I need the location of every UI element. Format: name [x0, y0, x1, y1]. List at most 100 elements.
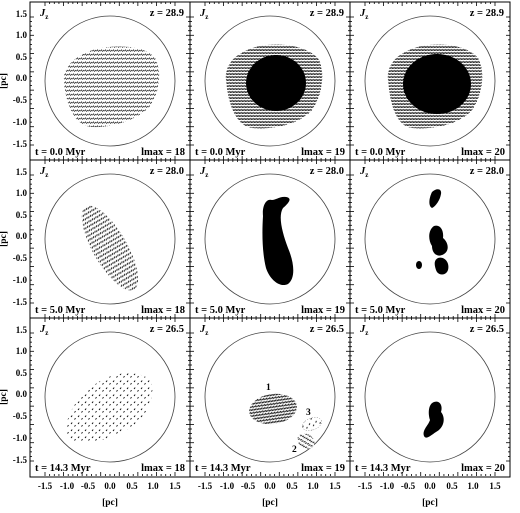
fragment-bottom — [434, 257, 449, 275]
time-label: t = 14.3 Myr — [195, 463, 251, 474]
x-axis-col2: -1.5 -1.0 -0.5 0.0 0.5 1.0 1.5 [pc] — [358, 481, 501, 508]
y-tick-label: -1.0 — [13, 433, 28, 443]
x-tick-label: -1.5 — [198, 481, 213, 491]
y-tick-label: -0.5 — [13, 95, 28, 105]
clump-label-1: 1 — [266, 383, 271, 393]
clump-3 — [302, 417, 322, 431]
x-tick-label: -1.0 — [220, 481, 235, 491]
gas-region — [63, 46, 160, 128]
panel-r1-c2: Jz z = 28.0 t = 5.0 Myr lmax = 20 — [349, 159, 511, 319]
y-tick-label: 1.0 — [16, 30, 28, 40]
panel-r2-c0: Jz z = 26.5 t = 14.3 Myr lmax = 18 — [29, 317, 191, 478]
y-tick-label: 1.0 — [16, 346, 28, 356]
panel-r0-c1: Jz z = 28.9 t = 0.0 Myr lmax = 19 — [189, 1, 351, 161]
fragment-small — [416, 261, 422, 269]
panel-r2-c2: Jz z = 26.5 t = 14.3 Myr lmax = 20 — [349, 317, 511, 478]
redshift-label: z = 28.9 — [310, 8, 344, 19]
component-label: Jz — [199, 166, 208, 179]
lmax-label: lmax = 18 — [141, 463, 185, 474]
boundary-circle — [364, 331, 496, 463]
component-label: Jz — [359, 324, 368, 337]
x-tick-label: -1.0 — [380, 481, 395, 491]
y-tick-label: -1.5 — [13, 455, 28, 465]
component-label: Jz — [39, 8, 48, 21]
x-axis-title: [pc] — [422, 498, 438, 508]
y-tick-label: -0.5 — [13, 253, 28, 263]
x-tick-label: -0.5 — [241, 481, 256, 491]
fragment-top — [429, 189, 442, 208]
y-axis-title: [pc] — [0, 389, 9, 405]
boundary-circle — [364, 173, 496, 305]
clump-label-3: 3 — [306, 408, 311, 418]
time-label: t = 0.0 Myr — [35, 147, 86, 158]
x-tick-label: 0.0 — [264, 481, 276, 491]
lmax-label: lmax = 18 — [141, 147, 185, 158]
panel-r2-c1: 1 2 3 Jz z = 26.5 t = 14.3 Myr lmax = 19 — [189, 317, 351, 478]
x-tick-label: -1.5 — [358, 481, 373, 491]
y-tick-label: 0.0 — [16, 231, 28, 241]
redshift-label: z = 28.0 — [310, 166, 344, 177]
x-tick-label: 1.0 — [147, 481, 159, 491]
y-tick-label: -1.5 — [13, 297, 28, 307]
time-label: t = 14.3 Myr — [355, 463, 411, 474]
collapsed-core — [423, 401, 444, 438]
panel-r1-c1: Jz z = 28.0 t = 5.0 Myr lmax = 19 — [189, 159, 351, 319]
fragment-main — [429, 225, 448, 256]
boundary-circle — [204, 15, 336, 147]
lmax-label: lmax = 20 — [461, 305, 505, 316]
time-label: t = 5.0 Myr — [35, 305, 86, 316]
time-label: t = 14.3 Myr — [35, 463, 91, 474]
component-label: Jz — [199, 324, 208, 337]
y-tick-label: -1.0 — [13, 275, 28, 285]
gas-region — [66, 373, 153, 443]
y-tick-label: 1.0 — [16, 188, 28, 198]
x-tick-label: 0.5 — [126, 481, 138, 491]
boundary-circle — [204, 331, 336, 463]
y-tick-label: -0.5 — [13, 411, 28, 421]
x-tick-label: -1.5 — [38, 481, 53, 491]
time-label: t = 0.0 Myr — [355, 147, 406, 158]
panel-r0-c0: Jz z = 28.9 t = 0.0 Myr lmax = 18 — [29, 1, 191, 161]
time-label: t = 5.0 Myr — [195, 305, 246, 316]
lmax-label: lmax = 20 — [461, 463, 505, 474]
redshift-label: z = 26.5 — [150, 324, 184, 335]
redshift-label: z = 28.9 — [150, 8, 184, 19]
boundary-circle — [364, 15, 496, 147]
redshift-label: z = 26.5 — [470, 324, 504, 335]
gas-region — [81, 205, 139, 291]
component-label: Jz — [359, 8, 368, 21]
x-axis-col1: -1.5 -1.0 -0.5 0.0 0.5 1.0 1.5 [pc] — [198, 481, 341, 508]
x-tick-label: 1.5 — [489, 481, 501, 491]
redshift-label: z = 28.0 — [150, 166, 184, 177]
dense-core — [403, 54, 471, 114]
panel-frame — [349, 317, 511, 478]
y-tick-label: 0.5 — [16, 210, 28, 220]
clump-1 — [249, 393, 297, 425]
boundary-circle — [204, 173, 336, 305]
y-tick-label: 0.0 — [16, 389, 28, 399]
x-tick-label: -1.0 — [60, 481, 75, 491]
x-tick-label: -0.5 — [401, 481, 416, 491]
filament — [262, 196, 294, 286]
x-tick-label: -0.5 — [81, 481, 96, 491]
dense-core — [246, 55, 306, 111]
time-label: t = 5.0 Myr — [355, 305, 406, 316]
component-label: Jz — [199, 8, 208, 21]
lmax-label: lmax = 19 — [301, 305, 345, 316]
component-label: Jz — [39, 166, 48, 179]
panel-r1-c0: Jz z = 28.0 t = 5.0 Myr lmax = 18 — [29, 159, 191, 319]
lmax-label: lmax = 19 — [301, 463, 345, 474]
redshift-label: z = 28.9 — [470, 8, 504, 19]
x-tick-label: 1.0 — [307, 481, 319, 491]
x-tick-label: 0.5 — [446, 481, 458, 491]
x-tick-label: 0.0 — [104, 481, 116, 491]
boundary-circle — [44, 15, 176, 147]
x-tick-label: 0.0 — [424, 481, 436, 491]
tick-marks — [30, 2, 510, 476]
y-tick-label: -1.5 — [13, 139, 28, 149]
lmax-label: lmax = 19 — [301, 147, 345, 158]
x-axis-col0: -1.5 -1.0 -0.5 0.0 0.5 1.0 1.5 [pc] — [38, 481, 181, 508]
y-axis-title: [pc] — [0, 231, 9, 247]
y-tick-label: 1.5 — [16, 9, 28, 19]
